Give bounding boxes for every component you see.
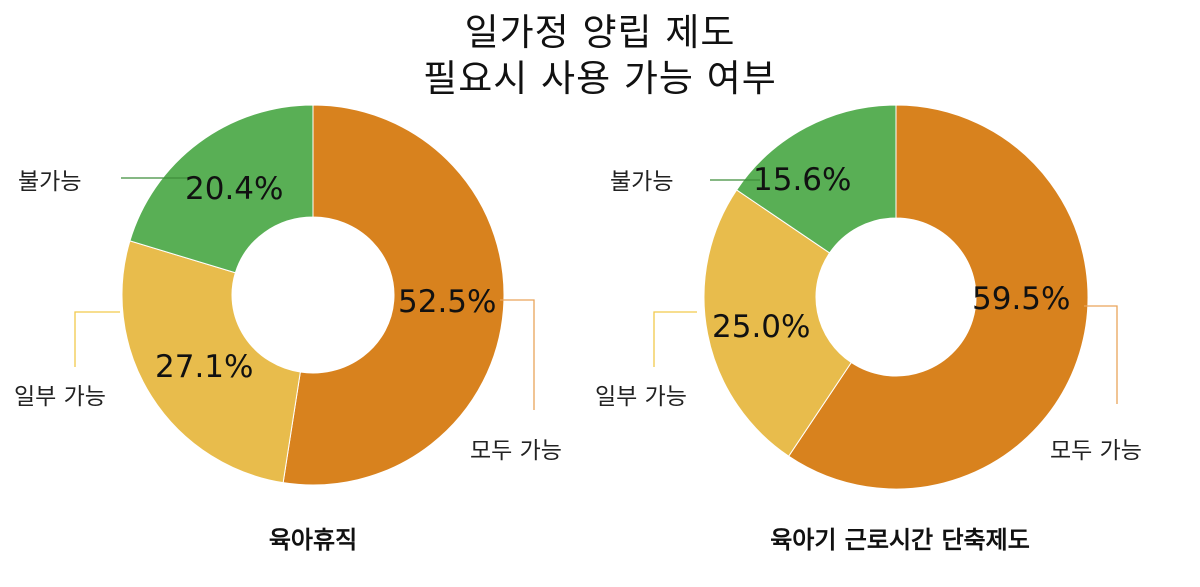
value-label-all-possible: 59.5% xyxy=(972,281,1070,317)
chart-title-line-2: 필요시 사용 가능 여부 xyxy=(423,57,777,100)
value-label-impossible: 15.6% xyxy=(753,162,851,198)
value-label-partially-possible: 25.0% xyxy=(712,309,810,345)
donut-chart-parental-leave: 52.5% 27.1% 20.4% 모두 가능 일부 가능 불가능 xyxy=(14,104,562,486)
slice-all-possible xyxy=(787,104,1089,490)
category-label-impossible: 불가능 xyxy=(610,169,673,195)
value-label-impossible: 20.4% xyxy=(185,171,283,207)
donut-chart-reduced-working-hours: 59.5% 25.0% 15.6% 모두 가능 일부 가능 불가능 xyxy=(595,104,1142,490)
chart-subtitle-reduced-working-hours: 육아기 근로시간 단축제도 xyxy=(770,526,1030,554)
leader-line-all-possible xyxy=(1084,305,1118,404)
category-label-partially-possible: 일부 가능 xyxy=(595,384,687,410)
slice-partially-possible xyxy=(703,189,852,457)
value-label-partially-possible: 27.1% xyxy=(155,349,253,385)
chart-subtitle-parental-leave: 육아휴직 xyxy=(268,526,358,554)
category-label-impossible: 불가능 xyxy=(18,169,81,195)
value-label-all-possible: 52.5% xyxy=(398,284,496,320)
category-label-all-possible: 모두 가능 xyxy=(470,438,562,464)
leader-line-partially-possible xyxy=(74,311,120,367)
slice-impossible xyxy=(129,104,314,274)
chart-title: 일가정 양립 제도 필요시 사용 가능 여부 xyxy=(0,10,1200,102)
slice-impossible xyxy=(735,104,897,254)
leader-line-partially-possible xyxy=(653,311,697,367)
slice-partially-possible xyxy=(121,240,301,484)
slice-all-possible xyxy=(282,104,505,486)
category-label-partially-possible: 일부 가능 xyxy=(14,384,106,410)
category-label-all-possible: 모두 가능 xyxy=(1050,438,1142,464)
leader-line-all-possible xyxy=(500,299,535,410)
chart-title-line-1: 일가정 양립 제도 xyxy=(464,11,736,54)
